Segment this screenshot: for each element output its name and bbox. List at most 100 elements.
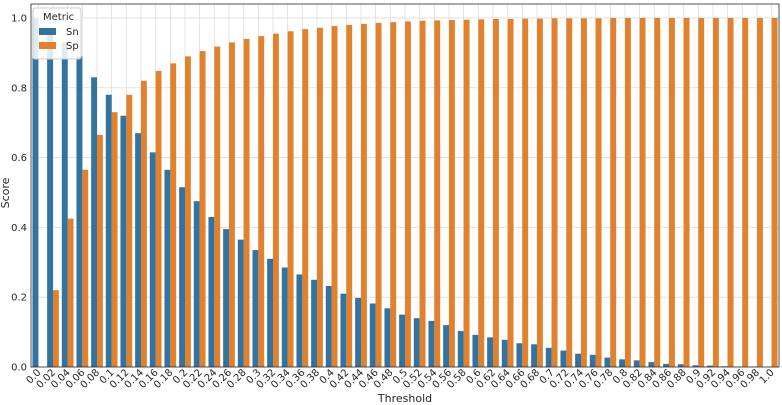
bar-sn-0.02	[47, 31, 53, 368]
bar-sp-0.88	[683, 17, 690, 367]
bar-sn-0.44	[355, 297, 361, 367]
bar-sp-0.34	[287, 31, 294, 367]
bar-sp-0.78	[610, 17, 617, 367]
bar-sp-0.76	[595, 18, 602, 367]
bar-sp-0.02	[53, 290, 59, 367]
legend-swatch-sn	[39, 28, 56, 35]
bar-sn-0.18	[164, 169, 171, 367]
bar-sn-0.82	[633, 360, 640, 367]
bar-sn-0.42	[340, 293, 347, 367]
bar-sp-0.64	[507, 19, 514, 367]
bar-sp-0.62	[493, 19, 499, 367]
bar-sp-0.14	[141, 80, 147, 368]
bar-sp-0.54	[434, 20, 441, 367]
bar-sp-0.42	[346, 24, 353, 367]
bar-sn-0.04	[61, 42, 68, 368]
bar-sn-0.58	[457, 331, 464, 367]
bar-sp-0.36	[302, 29, 309, 368]
bar-sn-0.48	[384, 308, 391, 367]
bar-sn-0.26	[223, 229, 229, 367]
bar-sp-0.98	[757, 17, 763, 367]
bar-sp-0.38	[317, 27, 323, 367]
legend[interactable]: Metric Sn Sp	[32, 7, 82, 60]
bar-sp-0.16	[155, 71, 162, 367]
bar-sp-0.52	[419, 20, 426, 367]
bar-sn-0.12	[120, 115, 127, 367]
y-tick-label: 0.2	[11, 293, 27, 304]
bar-sp-0.12	[126, 94, 133, 367]
bar-sp-0.9	[698, 17, 705, 367]
legend-label-sn: Sn	[66, 27, 79, 38]
bar-sn-0.24	[208, 216, 215, 367]
bar-sp-0.8	[625, 17, 631, 367]
bar-sp-0.66	[522, 18, 529, 368]
y-tick-label: 1.0	[11, 13, 27, 24]
bar-sn-0.14	[135, 133, 141, 367]
bar-sp-0.06	[82, 169, 89, 367]
bar-sp-0.28	[243, 38, 250, 368]
bar-sp-0.24	[214, 46, 221, 367]
bar-sn-0.78	[604, 357, 611, 367]
legend-swatch-sp	[39, 42, 56, 49]
bar-sp-0.3	[258, 36, 265, 367]
bar-sn-0.2	[179, 187, 185, 367]
bar-sn-0.9	[692, 365, 699, 367]
bar-sn-0.74	[575, 353, 581, 367]
bar-sn-0.66	[516, 343, 523, 367]
bar-sp-0.22	[199, 51, 206, 368]
bar-sp-0.58	[463, 19, 470, 368]
bar-sn-0.28	[237, 239, 244, 367]
bar-sp-0.32	[273, 33, 279, 367]
bar-sp-0.82	[639, 17, 646, 367]
y-tick-labels: 0.0 0.2 0.4 0.6 0.8 1.0	[11, 13, 27, 373]
bar-sn-0.76	[589, 354, 596, 367]
bar-sn-0.22	[193, 201, 200, 367]
bar-sp-0.6	[478, 19, 485, 367]
bar-sp-0.96	[742, 17, 749, 367]
bar-sp-0.18	[170, 63, 177, 367]
bar-sn-0.4	[325, 286, 332, 367]
bar-sn-0.16	[149, 152, 156, 367]
bar-sn-0.68	[531, 344, 537, 367]
bar-sp-1.0	[771, 17, 778, 367]
y-tick-label: 0.4	[11, 223, 27, 234]
x-axis-title: Threshold	[377, 392, 432, 405]
x-tick-label: 1.0	[758, 367, 777, 386]
bar-sn-0.62	[487, 337, 493, 367]
bar-sp-0.72	[566, 18, 573, 367]
legend-label-sp: Sp	[66, 41, 79, 52]
bars	[32, 17, 778, 368]
y-tick-label: 0.8	[11, 83, 27, 94]
bar-sp-0.26	[229, 42, 235, 368]
bar-sn-0.84	[648, 362, 655, 367]
bar-sn-0.08	[91, 77, 97, 367]
bar-sn-0.32	[267, 258, 273, 367]
y-tick-label: 0.6	[11, 153, 27, 164]
bar-sn-0.34	[281, 267, 288, 367]
bar-sn-0.8	[619, 359, 625, 367]
bar-sp-0.84	[654, 17, 661, 367]
bar-sn-0.46	[369, 303, 376, 367]
bar-sp-0.92	[713, 17, 719, 367]
bar-sp-0.48	[390, 22, 397, 368]
bar-sp-0.94	[727, 17, 734, 367]
bar-sn-0.92	[707, 365, 713, 367]
bar-sp-0.44	[361, 23, 367, 367]
bar-sp-0.56	[449, 20, 455, 368]
bar-sn-0.3	[252, 250, 259, 367]
bar-sp-0.5	[405, 21, 411, 367]
bar-sp-0.46	[375, 22, 382, 367]
axes	[30, 3, 780, 368]
bar-sn-0.36	[296, 274, 303, 367]
bar-sp-0.04	[67, 218, 74, 367]
bar-sn-0.6	[472, 334, 479, 367]
bar-sp-0.68	[537, 18, 543, 368]
bar-sn-0.72	[560, 350, 567, 367]
bar-sn-0.64	[501, 339, 508, 367]
bar-sn-0.88	[677, 364, 684, 367]
y-tick-label: 0.0	[11, 363, 27, 374]
bar-sn-0.7	[545, 347, 552, 367]
bar-sp-0.1	[111, 112, 118, 367]
bar-sp-0.2	[185, 56, 191, 367]
bar-sn-0.86	[663, 363, 669, 367]
